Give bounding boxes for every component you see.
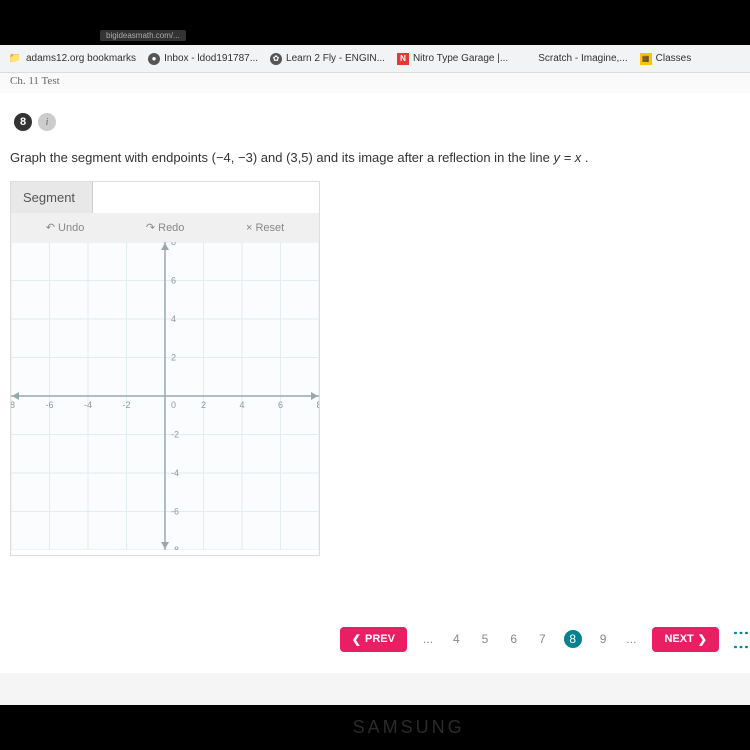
prompt-text: Graph the segment with endpoints bbox=[10, 150, 212, 165]
redo-label: Redo bbox=[158, 222, 184, 234]
svg-text:6: 6 bbox=[278, 400, 283, 410]
point1: (−4, −3) bbox=[212, 150, 258, 165]
bookmark-label: Nitro Type Garage |... bbox=[413, 53, 508, 64]
graph-widget: Segment ↶ Undo ↷ Redo × Reset -8 -8 -6 -6 -4… bbox=[10, 181, 320, 556]
page-number[interactable]: 5 bbox=[478, 630, 493, 648]
page-ellipsis[interactable]: ... bbox=[622, 630, 640, 648]
bookmark-item[interactable]: Scratch - Imagine,... bbox=[520, 52, 627, 66]
bookmark-icon bbox=[520, 52, 534, 66]
prompt-text: and its image after a reflection in the … bbox=[313, 150, 554, 165]
reset-icon: × bbox=[246, 222, 252, 234]
bookmark-icon: ● bbox=[148, 53, 160, 65]
page-number[interactable]: 6 bbox=[506, 630, 521, 648]
svg-text:-2: -2 bbox=[171, 430, 179, 440]
svg-text:0: 0 bbox=[171, 400, 176, 410]
bookmark-item[interactable]: N Nitro Type Garage |... bbox=[397, 52, 508, 66]
bookmark-label: adams12.org bookmarks bbox=[26, 53, 136, 64]
bookmark-icon: ✿ bbox=[270, 53, 282, 65]
bookmark-icon: ▦ bbox=[640, 53, 652, 65]
prompt-text: . bbox=[581, 150, 588, 165]
question-prompt: Graph the segment with endpoints (−4, −3… bbox=[10, 149, 740, 167]
svg-text:4: 4 bbox=[239, 400, 244, 410]
bookmark-item[interactable]: 📁 adams12.org bookmarks bbox=[8, 52, 136, 66]
url-remnant: bigideasmath.com/... bbox=[100, 30, 186, 41]
chevron-left-icon: ❮ bbox=[352, 633, 361, 646]
breadcrumb: Ch. 11 Test bbox=[0, 73, 750, 93]
svg-text:-8: -8 bbox=[11, 400, 15, 410]
page-number[interactable]: 4 bbox=[449, 630, 464, 648]
bookmark-label: Classes bbox=[656, 53, 692, 64]
reset-button[interactable]: × Reset bbox=[246, 221, 284, 234]
undo-label: Undo bbox=[58, 222, 84, 234]
pagination: ❮ PREV ... 456789 ... NEXT ❯ ⋮⋮ bbox=[340, 625, 750, 653]
chevron-right-icon: ❯ bbox=[698, 633, 707, 646]
prompt-text: and bbox=[257, 150, 286, 165]
graph-toolbar: ↶ Undo ↷ Redo × Reset bbox=[11, 213, 319, 242]
svg-text:8: 8 bbox=[316, 400, 319, 410]
bookmark-label: Scratch - Imagine,... bbox=[538, 53, 627, 64]
screen-content: 📁 adams12.org bookmarks ● Inbox - ldod19178… bbox=[0, 45, 750, 705]
bookmarks-bar: 📁 adams12.org bookmarks ● Inbox - ldod19178… bbox=[0, 45, 750, 73]
svg-text:6: 6 bbox=[171, 276, 176, 286]
segment-tab[interactable]: Segment bbox=[11, 182, 93, 213]
svg-text:4: 4 bbox=[171, 314, 176, 324]
point2: (3,5) bbox=[286, 150, 313, 165]
prev-label: PREV bbox=[365, 633, 395, 645]
next-button[interactable]: NEXT ❯ bbox=[652, 627, 719, 652]
coordinate-grid[interactable]: -8 -8 -6 -6 -4 -4 -2 -2 0 2 2 4 4 6 6 8 8 bbox=[11, 242, 319, 550]
info-icon[interactable]: i bbox=[38, 113, 56, 131]
svg-text:-2: -2 bbox=[122, 400, 130, 410]
equation: y = x bbox=[553, 150, 581, 165]
content-area: 8 i Graph the segment with endpoints (−4… bbox=[0, 93, 750, 673]
bookmark-label: Learn 2 Fly - ENGIN... bbox=[286, 53, 385, 64]
menu-dots-icon[interactable]: ⋮⋮ bbox=[731, 625, 750, 653]
svg-text:-6: -6 bbox=[45, 400, 53, 410]
redo-button[interactable]: ↷ Redo bbox=[146, 221, 185, 234]
svg-text:-6: -6 bbox=[171, 507, 179, 517]
page-number[interactable]: 7 bbox=[535, 630, 550, 648]
next-label: NEXT bbox=[664, 633, 693, 645]
bookmark-item[interactable]: ● Inbox - ldod191787... bbox=[148, 52, 258, 66]
svg-text:2: 2 bbox=[201, 400, 206, 410]
page-number[interactable]: 8 bbox=[564, 630, 582, 648]
svg-text:-8: -8 bbox=[171, 545, 179, 550]
bookmark-item[interactable]: ✿ Learn 2 Fly - ENGIN... bbox=[270, 52, 385, 66]
bookmark-label: Inbox - ldod191787... bbox=[164, 53, 258, 64]
monitor-brand: SAMSUNG bbox=[353, 717, 465, 738]
page-number[interactable]: 9 bbox=[596, 630, 611, 648]
prev-button[interactable]: ❮ PREV bbox=[340, 627, 407, 652]
question-number-badge: 8 bbox=[14, 113, 32, 131]
page-ellipsis[interactable]: ... bbox=[419, 630, 437, 648]
bookmark-icon: N bbox=[397, 53, 409, 65]
svg-text:-4: -4 bbox=[171, 468, 179, 478]
bookmark-item[interactable]: ▦ Classes bbox=[640, 52, 692, 66]
bookmark-icon: 📁 bbox=[8, 52, 22, 66]
undo-button[interactable]: ↶ Undo bbox=[46, 221, 85, 234]
redo-icon: ↷ bbox=[146, 221, 155, 234]
undo-icon: ↶ bbox=[46, 221, 55, 234]
svg-text:8: 8 bbox=[171, 242, 176, 247]
svg-text:2: 2 bbox=[171, 353, 176, 363]
svg-text:-4: -4 bbox=[84, 400, 92, 410]
reset-label: Reset bbox=[255, 222, 284, 234]
question-header: 8 i bbox=[10, 113, 740, 131]
